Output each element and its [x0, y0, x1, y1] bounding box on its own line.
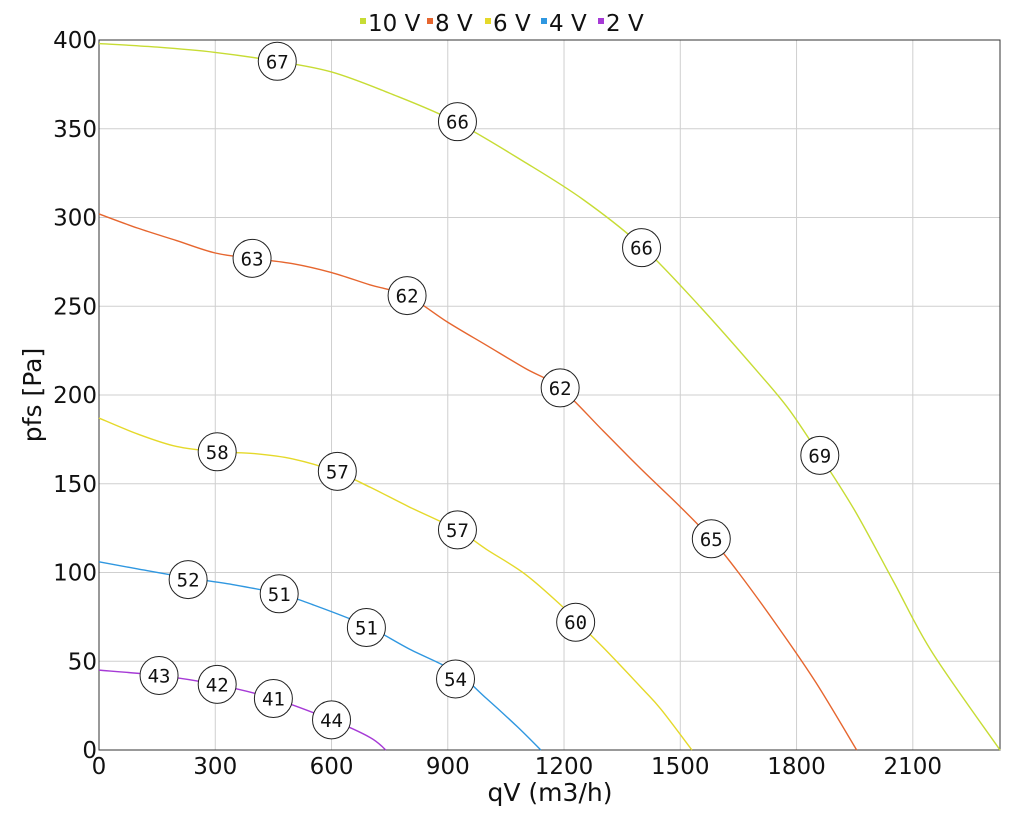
y-tick-label: 0 — [82, 738, 97, 764]
callout-label: 57 — [326, 461, 349, 483]
legend-label: 10 V — [368, 11, 421, 37]
y-tick-label: 350 — [53, 117, 97, 143]
legend-swatch — [485, 18, 491, 24]
y-tick-label: 400 — [53, 28, 97, 54]
callout-marker: 52 — [168, 560, 208, 600]
callout-label: 66 — [630, 238, 653, 260]
callout-circle — [437, 102, 477, 142]
callout-label: 43 — [148, 665, 171, 687]
callout-label: 63 — [241, 248, 264, 270]
callout-marker: 51 — [259, 574, 299, 614]
legend-label: 8 V — [435, 11, 473, 37]
callout-marker: 58 — [197, 432, 237, 472]
legend: 10 V 8 V 6 V 4 V 2 V — [360, 11, 644, 37]
callout-circle — [622, 228, 662, 268]
callout-circle — [257, 41, 297, 81]
callout-circle — [168, 560, 208, 600]
callout-label: 52 — [177, 570, 200, 592]
callout-label: 57 — [446, 520, 469, 542]
y-tick-label: 250 — [53, 294, 97, 320]
callout-marker: 62 — [387, 276, 427, 316]
callout-label: 44 — [320, 710, 343, 732]
callout-circle — [387, 276, 427, 316]
x-tick-label: 300 — [193, 754, 237, 780]
callout-circle — [253, 679, 293, 719]
callout-marker: 57 — [317, 451, 357, 491]
x-tick-label: 600 — [310, 754, 354, 780]
y-tick-label: 50 — [68, 649, 97, 675]
callout-marker: 66 — [622, 228, 662, 268]
callout-circle — [540, 368, 580, 408]
callout-label: 65 — [700, 529, 723, 551]
callout-label: 62 — [396, 286, 419, 308]
y-tick-label: 300 — [53, 206, 97, 232]
legend-swatch — [598, 18, 604, 24]
y-tick-label: 150 — [53, 472, 97, 498]
callout-circle — [317, 451, 357, 491]
callout-circle — [437, 510, 477, 550]
callout-label: 67 — [266, 51, 289, 73]
callout-marker: 65 — [691, 519, 731, 559]
callout-marker: 41 — [253, 679, 293, 719]
tick-layer: 0 300 600 900 1200 1500 1800 2100 0 50 100 150 200 25… — [53, 28, 942, 780]
callout-marker: 63 — [232, 238, 272, 278]
callout-circle — [691, 519, 731, 559]
callout-circle — [800, 435, 840, 475]
series-line-8v — [98, 213, 858, 751]
y-axis-title: pfs [Pa] — [18, 348, 47, 442]
x-tick-label: 1800 — [767, 754, 826, 780]
x-tick-label: 900 — [426, 754, 470, 780]
callout-circle — [139, 655, 179, 695]
legend-label: 4 V — [549, 11, 587, 37]
callout-label: 69 — [808, 445, 831, 467]
callout-circle — [556, 602, 596, 642]
callout-label: 62 — [549, 378, 572, 400]
callout-marker: 51 — [346, 608, 386, 648]
callout-label: 41 — [262, 689, 285, 711]
x-tick-label: 2100 — [884, 754, 943, 780]
callout-layer: 67 66 66 69 63 62 62 65 58 57 57 60 52 51 51 54 43 42 41 44 — [139, 41, 840, 740]
x-tick-label: 0 — [92, 754, 107, 780]
callout-label: 42 — [206, 674, 229, 696]
callout-label: 66 — [446, 112, 469, 134]
legend-label: 2 V — [606, 11, 644, 37]
callout-marker: 62 — [540, 368, 580, 408]
callout-circle — [259, 574, 299, 614]
legend-swatch — [541, 18, 547, 24]
x-tick-label: 1500 — [651, 754, 710, 780]
callout-circle — [312, 700, 352, 740]
y-tick-label: 200 — [53, 383, 97, 409]
callout-circle — [232, 238, 272, 278]
callout-marker: 42 — [197, 664, 237, 704]
callout-label: 60 — [564, 612, 587, 634]
callout-circle — [346, 608, 386, 648]
legend-swatch — [427, 18, 433, 24]
legend-swatch — [360, 18, 366, 24]
callout-marker: 67 — [257, 41, 297, 81]
callout-marker: 44 — [312, 700, 352, 740]
callout-marker: 54 — [436, 659, 476, 699]
x-tick-label: 1200 — [535, 754, 594, 780]
x-axis-title: qV (m3/h) — [488, 778, 613, 807]
callout-marker: 60 — [556, 602, 596, 642]
callout-marker: 69 — [800, 435, 840, 475]
callout-label: 51 — [268, 584, 291, 606]
legend-label: 6 V — [493, 11, 531, 37]
callout-circle — [197, 664, 237, 704]
plot-frame — [98, 39, 1001, 751]
callout-circle — [436, 659, 476, 699]
callout-label: 51 — [355, 618, 378, 640]
callout-circle — [197, 432, 237, 472]
callout-label: 54 — [444, 669, 467, 691]
callout-marker: 57 — [437, 510, 477, 550]
callout-marker: 66 — [437, 102, 477, 142]
callout-marker: 43 — [139, 655, 179, 695]
y-tick-label: 100 — [53, 561, 97, 587]
callout-label: 58 — [206, 442, 229, 464]
